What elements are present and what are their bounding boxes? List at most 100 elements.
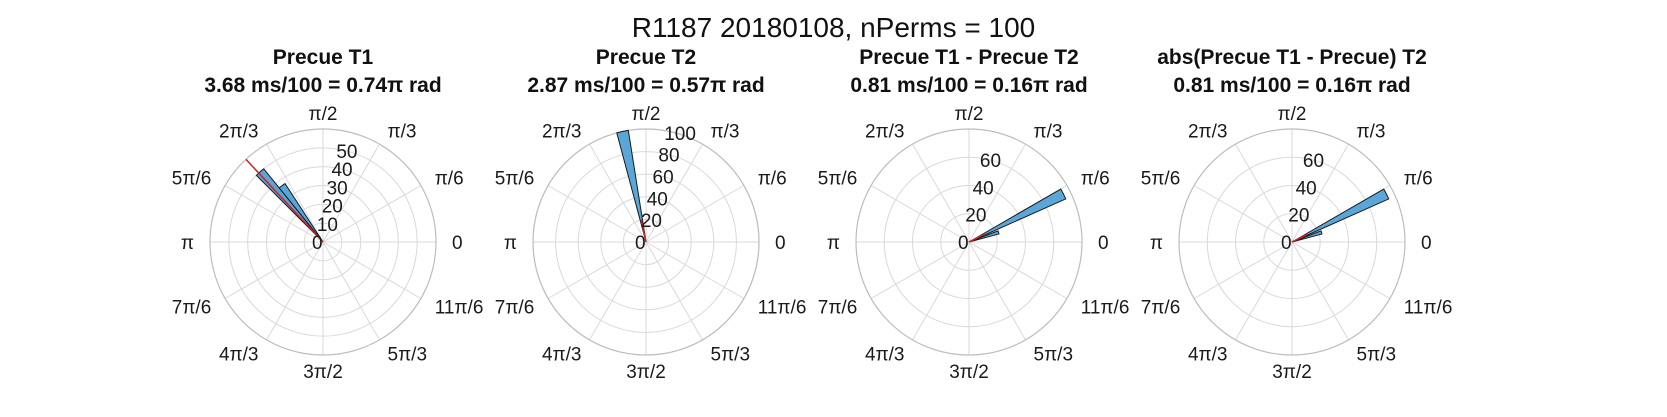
grid-spoke	[1291, 143, 1349, 243]
panel-title: abs(Precue T1 - Precue) T2 0.81 ms/100 =…	[1122, 44, 1462, 100]
theta-tick-label: π/6	[758, 169, 787, 190]
grid-spoke	[1235, 143, 1293, 243]
grid-spoke	[547, 185, 647, 243]
theta-tick-label: 4π/3	[865, 345, 905, 366]
theta-tick-label: 11π/6	[1081, 298, 1130, 319]
grid-spoke	[1291, 241, 1391, 299]
grid-spoke	[645, 241, 703, 341]
theta-tick-label: 3π/2	[626, 362, 666, 383]
theta-tick-label: 4π/3	[542, 345, 582, 366]
theta-tick-label: π	[504, 233, 517, 254]
panel-title-line2: 2.87 ms/100 = 0.57π rad	[527, 74, 765, 97]
histogram-bar	[616, 129, 647, 243]
theta-tick-label: 5π/3	[388, 345, 428, 366]
polar-plot: 0 20 40 60 0 π/6 π/3 π/2 2π/3 5π/6 π 7π/6 4π/3 3π/2 5π…	[818, 104, 1130, 383]
theta-tick-label: 5π/6	[818, 169, 858, 190]
theta-tick-label: 7π/6	[1141, 298, 1181, 319]
theta-tick-label: 3π/2	[949, 362, 989, 383]
outer-ring	[855, 128, 1083, 356]
grid-spoke	[224, 185, 324, 243]
panel-title-line2: 0.81 ms/100 = 0.16π rad	[1173, 74, 1411, 97]
polar-panel-precue-t1: Precue T1 3.68 ms/100 = 0.74π rad 0 10 20 3…	[153, 0, 493, 417]
grid-spoke	[870, 185, 970, 243]
theta-tick-label: 7π/6	[818, 298, 858, 319]
theta-tick-label: π/3	[711, 121, 740, 142]
theta-tick-label: 5π/3	[1034, 345, 1074, 366]
panel-title-line1: abs(Precue T1 - Precue) T2	[1157, 46, 1427, 69]
r-tick-label: 60	[653, 168, 674, 189]
panel-title-line1: Precue T2	[595, 46, 697, 69]
theta-tick-label: π	[1150, 233, 1163, 254]
theta-tick-label: 5π/3	[711, 345, 751, 366]
theta-tick-label: π/2	[955, 104, 984, 125]
r-tick-label: 100	[664, 124, 696, 145]
outer-ring	[209, 128, 437, 356]
grid-spoke	[547, 241, 647, 299]
theta-tick-label: 4π/3	[1188, 345, 1228, 366]
grid-spoke	[968, 241, 1026, 341]
r-tick-label: 40	[973, 178, 994, 199]
theta-tick-label: 11π/6	[758, 298, 807, 319]
grid-spoke	[1193, 185, 1293, 243]
mean-vector-line	[640, 219, 647, 243]
polar-plot: 0 20 40 60 0 π/6 π/3 π/2 2π/3 5π/6 π 7π/6 4π/3 3π/2 5π…	[1141, 104, 1453, 383]
theta-tick-label: 0	[775, 233, 786, 254]
mean-vector-line	[1291, 233, 1308, 243]
panel-title-line1: Precue T1 - Precue T2	[859, 46, 1079, 69]
panel-title: Precue T1 3.68 ms/100 = 0.74π rad	[153, 44, 493, 100]
r-tick-label: 20	[322, 197, 343, 218]
grid-spoke	[589, 241, 647, 341]
theta-tick-label: π/2	[309, 104, 338, 125]
polar-panel-precue-t2: Precue T2 2.87 ms/100 = 0.57π rad 0 20 40 6…	[476, 0, 816, 417]
grid-spoke	[266, 143, 324, 243]
theta-tick-label: 5π/3	[1357, 345, 1397, 366]
r-tick-label: 0	[635, 233, 646, 254]
theta-tick-label: π/2	[1278, 104, 1307, 125]
theta-tick-label: 7π/6	[495, 298, 535, 319]
theta-tick-label: π/2	[632, 104, 661, 125]
theta-tick-label: 0	[1098, 233, 1109, 254]
panel-title-line2: 3.68 ms/100 = 0.74π rad	[204, 74, 442, 97]
theta-tick-label: π	[827, 233, 840, 254]
r-tick-label: 20	[641, 211, 662, 232]
r-tick-label: 20	[1288, 206, 1309, 227]
r-tick-label: 60	[1303, 151, 1324, 172]
r-tick-label: 40	[1296, 178, 1317, 199]
grid-spoke	[912, 241, 970, 341]
panel-title: Precue T2 2.87 ms/100 = 0.57π rad	[476, 44, 816, 100]
theta-tick-label: π/6	[435, 169, 464, 190]
mean-vector-line	[968, 233, 985, 243]
polar-plot: 0204060801000π/6π/3π/22π/35π/6π7π/64π/33…	[495, 104, 807, 383]
theta-tick-label: π/3	[1357, 121, 1386, 142]
r-tick-label: 40	[647, 189, 668, 210]
theta-tick-label: 0	[452, 233, 463, 254]
outer-ring	[1178, 128, 1406, 356]
grid-spoke	[322, 185, 422, 243]
grid-spoke	[968, 143, 1026, 243]
theta-tick-label: π	[181, 233, 194, 254]
grid-spoke	[645, 241, 745, 299]
grid-spoke	[322, 241, 380, 341]
histogram-bar	[278, 182, 324, 243]
theta-tick-label: 2π/3	[219, 121, 259, 142]
theta-tick-label: 4π/3	[219, 345, 259, 366]
theta-tick-label: 2π/3	[865, 121, 905, 142]
histogram-bar	[968, 188, 1067, 243]
mean-vector-line	[245, 158, 324, 243]
theta-tick-label: π/6	[1081, 169, 1110, 190]
polar-panel-difference: Precue T1 - Precue T2 0.81 ms/100 = 0.16…	[799, 0, 1139, 417]
grid-spoke	[912, 143, 970, 243]
r-tick-label: 10	[317, 215, 338, 236]
theta-tick-label: 11π/6	[435, 298, 484, 319]
theta-tick-label: 0	[1421, 233, 1432, 254]
r-tick-label: 50	[336, 142, 357, 163]
polar-panel-abs-difference: abs(Precue T1 - Precue) T2 0.81 ms/100 =…	[1122, 0, 1462, 417]
grid-spoke	[589, 143, 647, 243]
r-tick-label: 40	[331, 160, 352, 181]
r-tick-label: 60	[980, 151, 1001, 172]
r-tick-label: 0	[1281, 233, 1292, 254]
figure-title: R1187 20180108, nPerms = 100	[631, 12, 1036, 43]
theta-tick-label: 5π/6	[1141, 169, 1181, 190]
panel-title: Precue T1 - Precue T2 0.81 ms/100 = 0.16…	[799, 44, 1139, 100]
histogram-bar	[1291, 230, 1323, 243]
